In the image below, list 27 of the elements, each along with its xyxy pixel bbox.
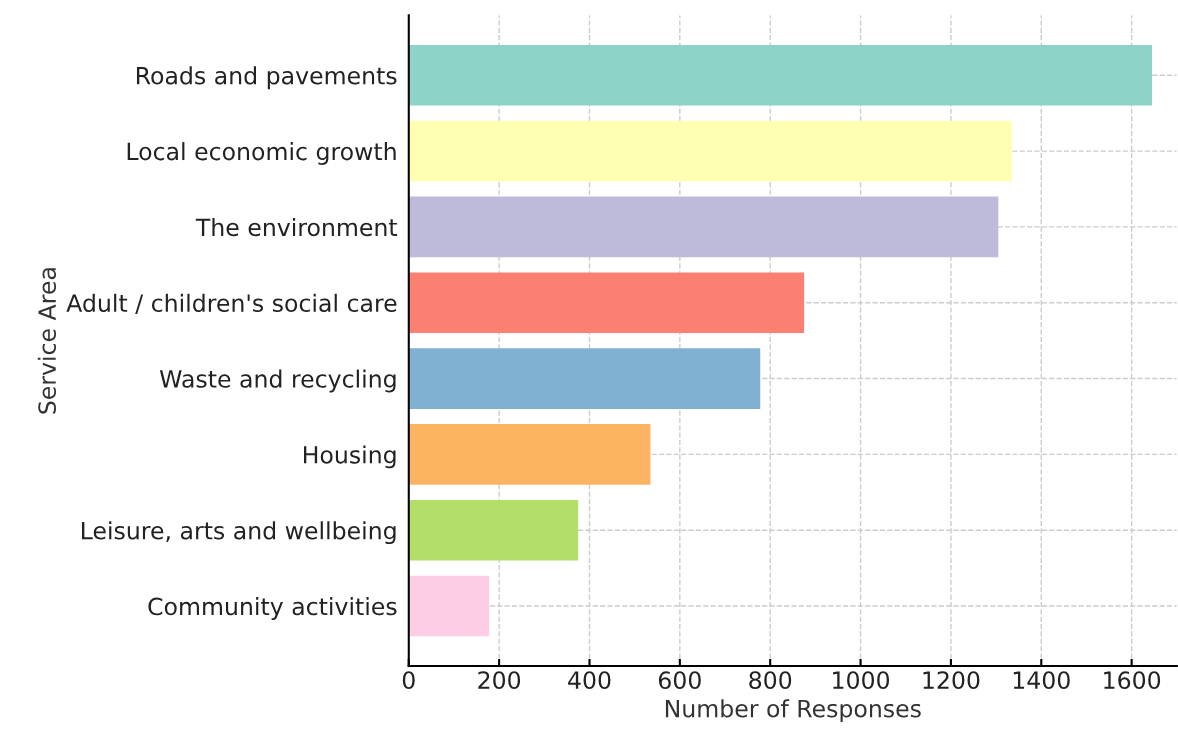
x-tick-label: 800 xyxy=(749,671,792,690)
bar xyxy=(408,196,999,258)
y-tick-label: Leisure, arts and wellbeing xyxy=(82,521,396,545)
bar xyxy=(408,348,761,409)
bar xyxy=(408,272,805,334)
y-tick-label: Adult / children's social care xyxy=(66,293,397,314)
x-tick-label: 1000 xyxy=(833,671,890,690)
y-tick-label: Community activities xyxy=(148,597,397,620)
x-tick-label: 600 xyxy=(658,671,701,690)
y-tick-label: The environment xyxy=(195,217,398,237)
y-axis-title: Service Area xyxy=(37,268,57,414)
bar xyxy=(408,424,651,485)
x-tick-label: 1600 xyxy=(1104,671,1161,690)
y-tick-label: Housing xyxy=(303,445,396,469)
bar xyxy=(408,575,490,637)
x-axis-title: Number of Responses xyxy=(665,699,921,723)
y-tick-label: Local economic growth xyxy=(127,142,396,165)
x-tick-label: 0 xyxy=(402,671,415,690)
x-tick-label: 1400 xyxy=(1013,671,1070,690)
x-tick-label: 1200 xyxy=(923,671,980,690)
y-tick-label: Waste and recycling xyxy=(159,369,396,393)
y-tick-label: Roads and pavements xyxy=(136,66,397,90)
x-tick-label: 400 xyxy=(568,671,611,690)
x-tick-label: 200 xyxy=(478,671,521,690)
bar xyxy=(408,120,1012,182)
bar xyxy=(408,499,579,561)
bar xyxy=(408,44,1152,106)
